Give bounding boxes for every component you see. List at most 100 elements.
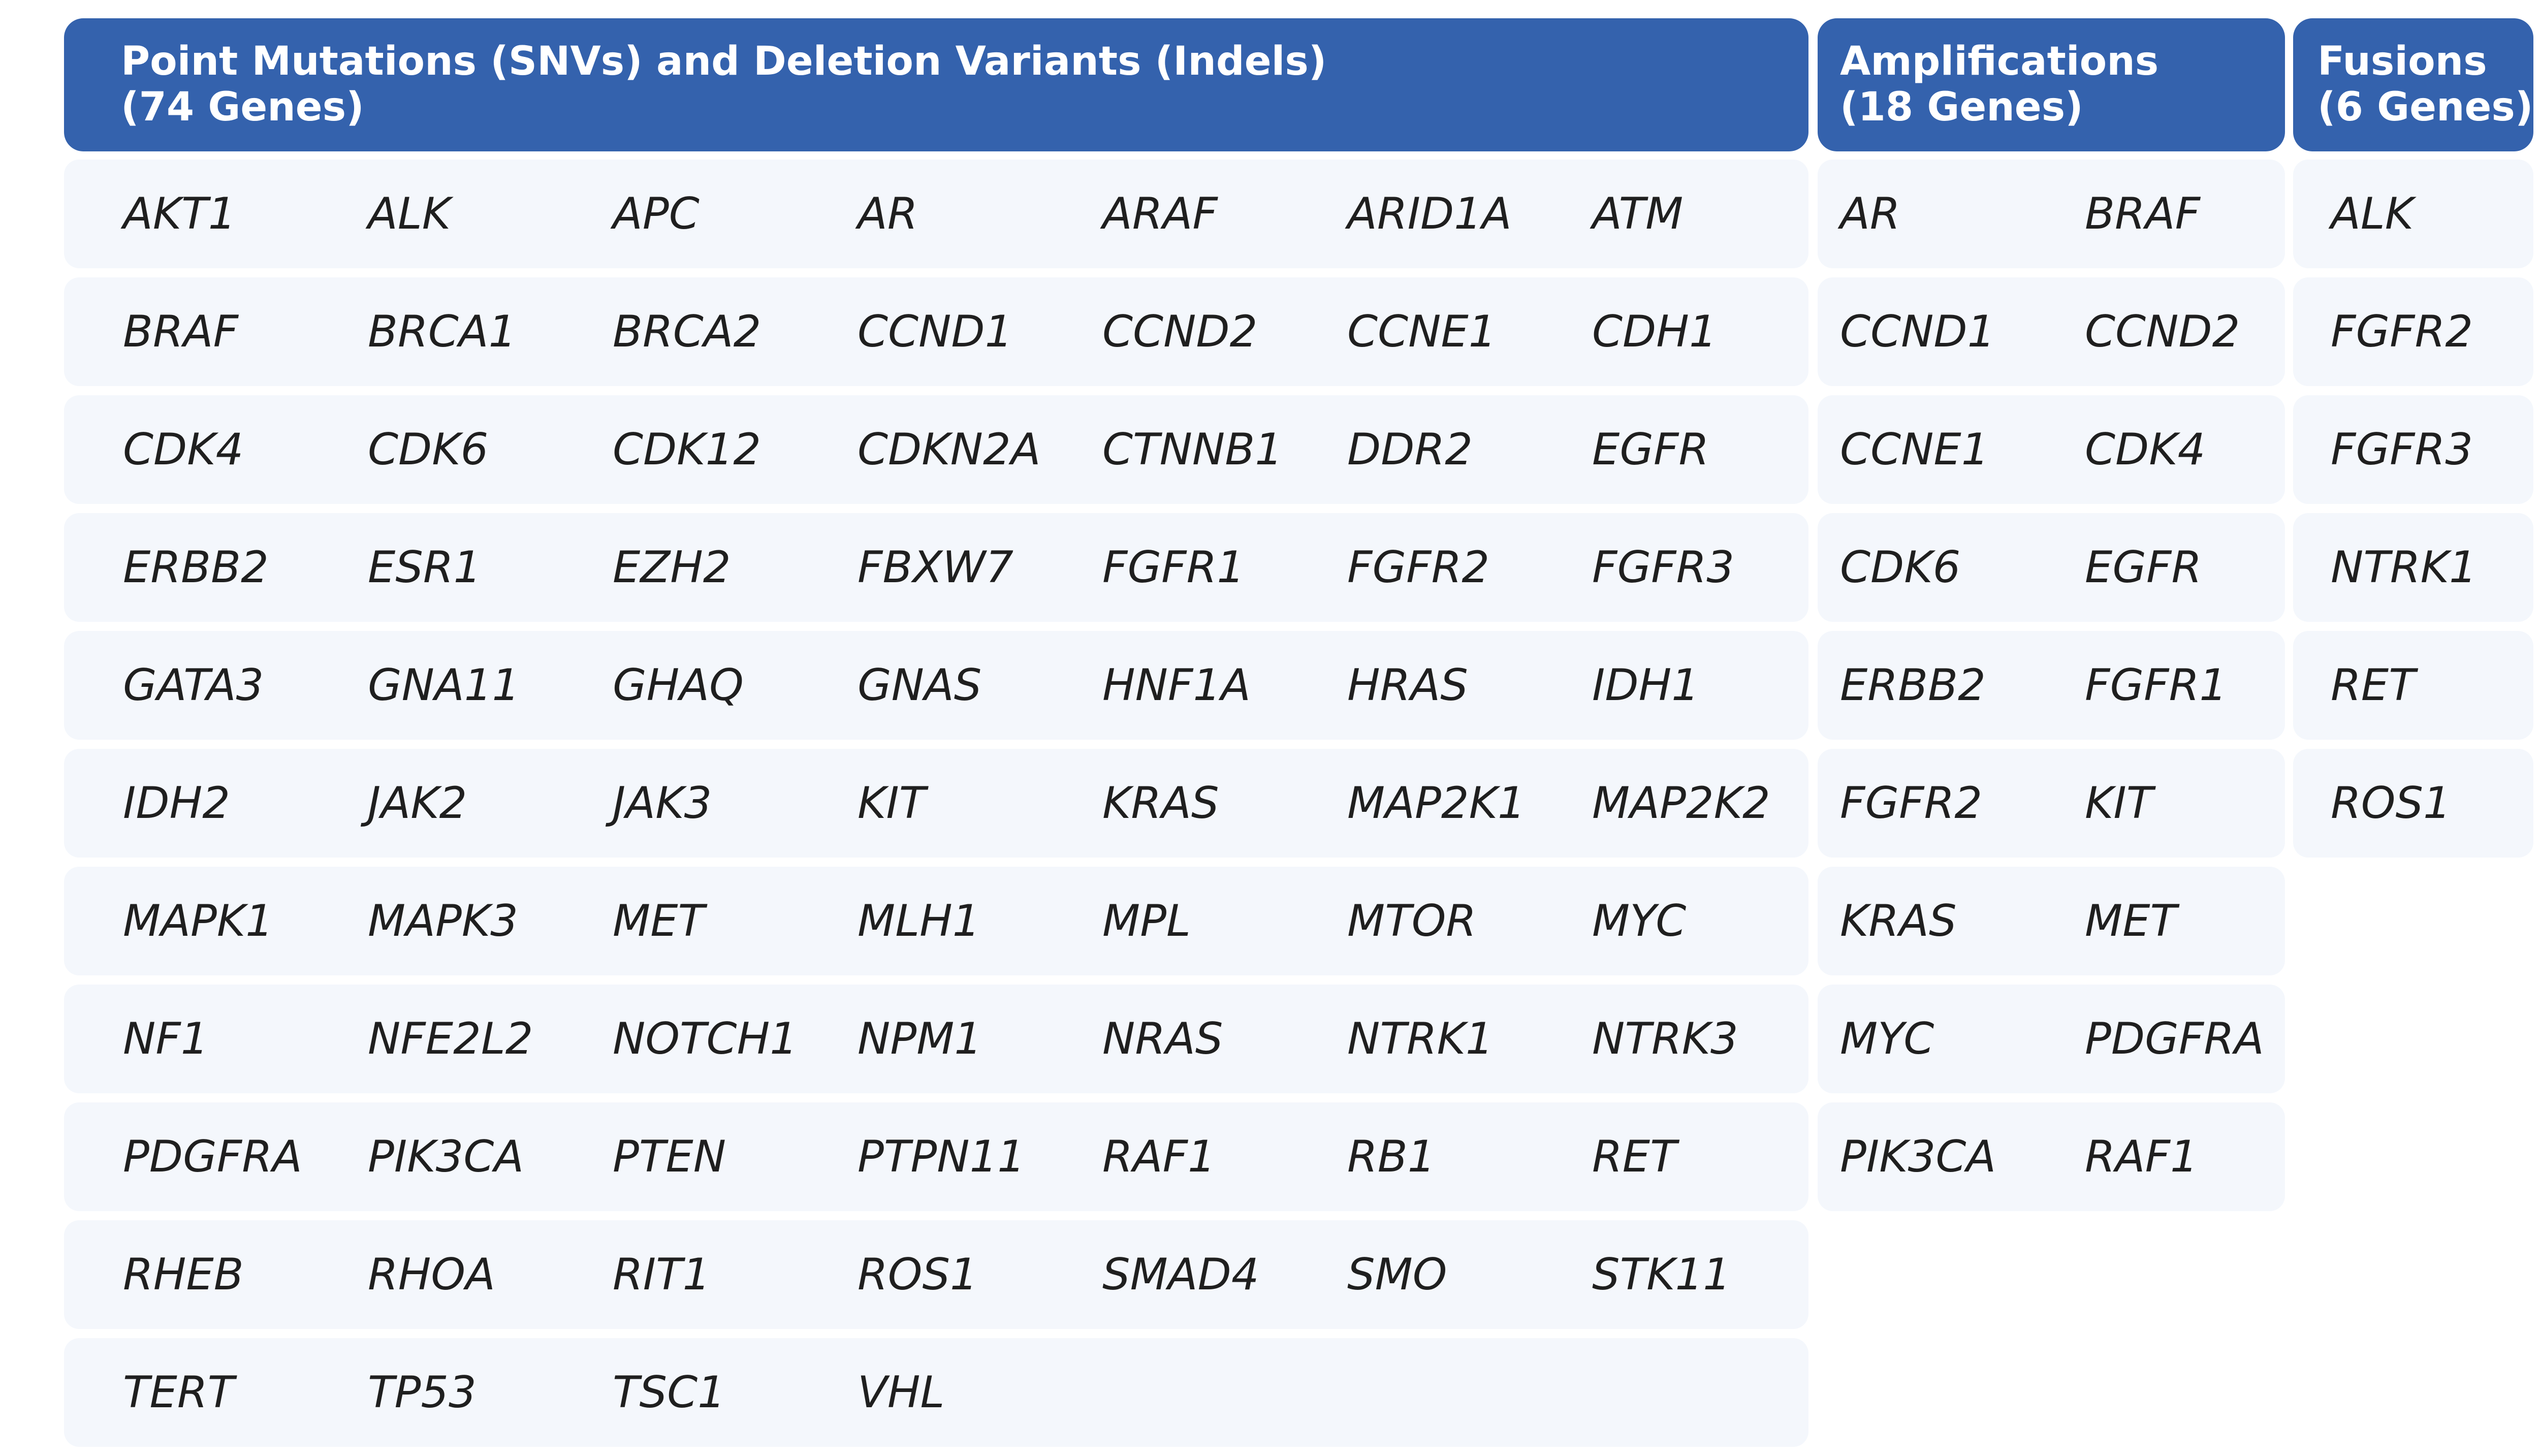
gene-name: KRAS xyxy=(1102,778,1219,829)
gene-name: TP53 xyxy=(368,1367,477,1418)
gene-name: AR xyxy=(1840,188,1900,239)
amplifications-gene-list: AR BRAF CCND1 CCND2 CCNE1 CDK4 CDK6 EGFR ERBB2 FG… xyxy=(1818,160,2285,1211)
gene-name: ATM xyxy=(1592,188,1684,239)
gene-name: CCNE1 xyxy=(1347,306,1497,357)
gene-name: FGFR2 xyxy=(2331,306,2473,357)
gene-name: CCND2 xyxy=(1102,306,1258,357)
gene-name: MYC xyxy=(1592,896,1687,946)
gene-name: FBXW7 xyxy=(858,542,1014,593)
gene-name: IDH2 xyxy=(123,778,230,829)
gene-name: RET xyxy=(2331,660,2416,711)
snv-indel-gene-list: AKT1 ALK APC AR ARAF ARID1A ATM BRAF BRCA1 BRCA2 C… xyxy=(64,160,1808,1447)
fusions-header: Fusions (6 Genes) xyxy=(2293,18,2533,151)
gene-name: FGFR1 xyxy=(1102,542,1245,593)
gene-row: RET xyxy=(2293,631,2533,740)
gene-name: VHL xyxy=(858,1367,945,1418)
fusions-gene-list: ALK FGFR2 FGFR3 NTRK1 RET ROS1 xyxy=(2293,160,2533,858)
gene-name: AKT1 xyxy=(123,188,236,239)
gene-name: MET xyxy=(613,896,705,946)
gene-name: PDGFRA xyxy=(123,1131,302,1182)
gene-name: STK11 xyxy=(1592,1249,1731,1300)
gene-name: ROS1 xyxy=(2331,778,2451,829)
gene-row: CDK4 CDK6 CDK12 CDKN2A CTNNB1 DDR2 EGFR xyxy=(64,395,1808,504)
gene-name: TSC1 xyxy=(613,1367,725,1418)
snv-indel-header: Point Mutations (SNVs) and Deletion Vari… xyxy=(64,18,1808,151)
gene-name: EZH2 xyxy=(613,542,731,593)
gene-name: NPM1 xyxy=(858,1014,982,1064)
gene-name: TERT xyxy=(123,1367,235,1418)
gene-name: MLH1 xyxy=(858,896,980,946)
gene-row: AR BRAF xyxy=(1818,160,2285,268)
gene-name: MYC xyxy=(1840,1014,1934,1064)
gene-row: AKT1 ALK APC AR ARAF ARID1A ATM xyxy=(64,160,1808,268)
gene-name: KRAS xyxy=(1840,896,1957,946)
fusions-title: Fusions xyxy=(2317,39,2487,84)
gene-row: FGFR3 xyxy=(2293,395,2533,504)
gene-row: FGFR2 xyxy=(2293,277,2533,386)
gene-name: CDH1 xyxy=(1592,306,1717,357)
gene-name: RET xyxy=(1592,1131,1677,1182)
gene-name: CCNE1 xyxy=(1840,424,1989,475)
gene-name: HNF1A xyxy=(1102,660,1251,711)
gene-name: BRAF xyxy=(123,306,239,357)
gene-name: JAK3 xyxy=(613,778,712,829)
gene-name: SMO xyxy=(1347,1249,1447,1300)
gene-row: ERBB2 FGFR1 xyxy=(1818,631,2285,740)
gene-name: BRCA2 xyxy=(613,306,761,357)
gene-row: ALK xyxy=(2293,160,2533,268)
gene-name: BRCA1 xyxy=(368,306,517,357)
gene-name: KIT xyxy=(2085,778,2153,829)
gene-name: MAPK3 xyxy=(368,896,519,946)
gene-name: CDK12 xyxy=(613,424,761,475)
gene-name: CDK6 xyxy=(368,424,489,475)
amplifications-panel: Amplifications (18 Genes) AR BRAF CCND1 CCN… xyxy=(1818,18,2285,1220)
gene-row: CCNE1 CDK4 xyxy=(1818,395,2285,504)
gene-name: RIT1 xyxy=(613,1249,711,1300)
gene-row: FGFR2 KIT xyxy=(1818,749,2285,858)
gene-row: ERBB2 ESR1 EZH2 FBXW7 FGFR1 FGFR2 FGFR3 xyxy=(64,513,1808,622)
gene-name: CTNNB1 xyxy=(1102,424,1283,475)
gene-name: FGFR1 xyxy=(2085,660,2228,711)
gene-row: NF1 NFE2L2 NOTCH1 NPM1 NRAS NTRK1 NTRK3 xyxy=(64,985,1808,1093)
gene-row: KRAS MET xyxy=(1818,867,2285,975)
gene-row: TERT TP53 TSC1 VHL xyxy=(64,1338,1808,1447)
gene-name: IDH1 xyxy=(1592,660,1699,711)
gene-name: PDGFRA xyxy=(2085,1014,2264,1064)
gene-name: NRAS xyxy=(1102,1014,1223,1064)
gene-name: ERBB2 xyxy=(123,542,269,593)
gene-name: PIK3CA xyxy=(368,1131,524,1182)
gene-name: CCND2 xyxy=(2085,306,2240,357)
snv-indel-gene-count: (74 Genes) xyxy=(121,84,364,130)
gene-name: GNAS xyxy=(858,660,982,711)
gene-name: MAP2K2 xyxy=(1592,778,1770,829)
gene-name: ALK xyxy=(368,188,451,239)
gene-name: RHEB xyxy=(123,1249,244,1300)
gene-name: NOTCH1 xyxy=(613,1014,798,1064)
gene-name: ALK xyxy=(2331,188,2414,239)
gene-name: CDK4 xyxy=(123,424,244,475)
gene-name: CCND1 xyxy=(858,306,1013,357)
gene-row: BRAF BRCA1 BRCA2 CCND1 CCND2 CCNE1 CDH1 xyxy=(64,277,1808,386)
gene-name: KIT xyxy=(858,778,926,829)
gene-name: EGFR xyxy=(2085,542,2202,593)
gene-name: NTRK1 xyxy=(1347,1014,1494,1064)
gene-name: MPL xyxy=(1102,896,1191,946)
gene-row: ROS1 xyxy=(2293,749,2533,858)
gene-name: NTRK1 xyxy=(2331,542,2477,593)
gene-name: APC xyxy=(613,188,700,239)
gene-name: NFE2L2 xyxy=(368,1014,533,1064)
gene-name: RAF1 xyxy=(2085,1131,2198,1182)
gene-name: HRAS xyxy=(1347,660,1468,711)
gene-name: CDK6 xyxy=(1840,542,1961,593)
gene-row: PDGFRA PIK3CA PTEN PTPN11 RAF1 RB1 RET xyxy=(64,1102,1808,1211)
gene-row: IDH2 JAK2 JAK3 KIT KRAS MAP2K1 MAP2K2 xyxy=(64,749,1808,858)
gene-row: CDK6 EGFR xyxy=(1818,513,2285,622)
gene-name: MAPK1 xyxy=(123,896,274,946)
snv-indel-panel: Point Mutations (SNVs) and Deletion Vari… xyxy=(64,18,1808,1456)
gene-name: MET xyxy=(2085,896,2177,946)
gene-name: SMAD4 xyxy=(1102,1249,1259,1300)
gene-name: AR xyxy=(858,188,918,239)
gene-name: ARAF xyxy=(1102,188,1218,239)
fusions-gene-count: (6 Genes) xyxy=(2317,84,2533,130)
gene-row: MYC PDGFRA xyxy=(1818,985,2285,1093)
